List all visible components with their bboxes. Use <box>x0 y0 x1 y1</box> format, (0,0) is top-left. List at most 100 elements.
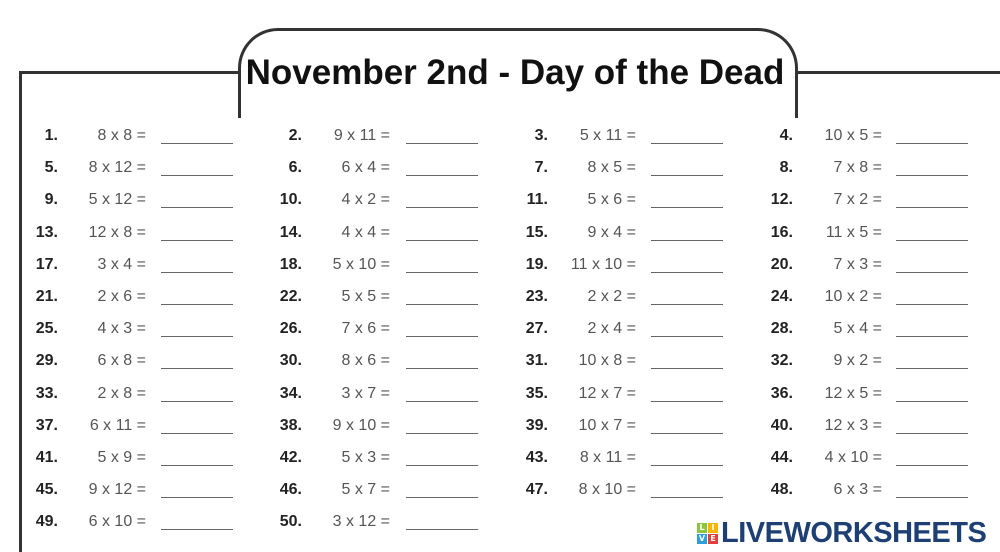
answer-input[interactable] <box>896 143 968 144</box>
problem-number: 50. <box>279 513 302 531</box>
problem-number: 20. <box>770 255 793 273</box>
worksheet-title: November 2nd - Day of the Dead <box>245 53 785 92</box>
problem-expression: 6 x 3 = <box>833 481 882 499</box>
answer-input[interactable] <box>161 368 233 370</box>
problem-number: 5. <box>44 159 58 177</box>
problem-expression: 5 x 11 = <box>579 127 636 144</box>
problem-number: 49. <box>35 513 58 531</box>
answer-input[interactable] <box>651 143 723 144</box>
answer-input[interactable] <box>651 271 723 273</box>
answer-input[interactable] <box>651 175 723 177</box>
problem-expression: 2 x 2 = <box>587 288 636 305</box>
answer-input[interactable] <box>161 143 233 144</box>
answer-input[interactable] <box>161 465 233 466</box>
answer-input[interactable] <box>406 400 478 402</box>
problem-expression: 5 x 10 = <box>332 255 390 273</box>
problem-expression: 3 x 4 = <box>97 255 146 273</box>
answer-input[interactable] <box>161 336 233 338</box>
answer-input[interactable] <box>406 529 478 531</box>
problem-number: 1. <box>44 127 58 144</box>
problem-expression: 4 x 10 = <box>824 449 882 466</box>
problem-number: 2. <box>288 127 302 144</box>
problem-number: 44. <box>770 449 793 466</box>
answer-input[interactable] <box>896 465 968 466</box>
problem-number: 23. <box>525 288 548 305</box>
answer-input[interactable] <box>161 271 233 273</box>
answer-input[interactable] <box>406 175 478 177</box>
logo-square: E <box>708 534 718 544</box>
problem-expression: 2 x 8 = <box>97 384 146 402</box>
answer-input[interactable] <box>896 336 968 338</box>
answer-input[interactable] <box>896 497 968 499</box>
answer-input[interactable] <box>161 497 233 499</box>
answer-input[interactable] <box>406 304 478 305</box>
problem-expression: 5 x 4 = <box>833 320 882 338</box>
title-banner-mask <box>244 95 792 125</box>
problem-number: 10. <box>279 191 302 209</box>
problem-expression: 8 x 12 = <box>88 159 146 177</box>
logo-text: LIVEWORKSHEETS <box>721 517 987 549</box>
answer-input[interactable] <box>406 271 478 273</box>
problem-number: 38. <box>279 416 302 434</box>
problem-expression: 8 x 10 = <box>578 481 636 499</box>
problem-number: 42. <box>279 449 302 466</box>
problem-number: 48. <box>770 481 793 499</box>
problem-number: 14. <box>279 223 302 241</box>
answer-input[interactable] <box>651 497 723 499</box>
logo-square: V <box>697 534 707 544</box>
answer-input[interactable] <box>896 239 968 241</box>
problem-expression: 9 x 2 = <box>833 352 882 370</box>
answer-input[interactable] <box>406 368 478 370</box>
problem-number: 18. <box>279 255 302 273</box>
answer-input[interactable] <box>896 175 968 177</box>
answer-input[interactable] <box>651 207 723 209</box>
answer-input[interactable] <box>161 529 233 531</box>
answer-input[interactable] <box>896 400 968 402</box>
problem-expression: 3 x 7 = <box>341 384 390 402</box>
problem-expression: 6 x 11 = <box>89 416 146 434</box>
answer-input[interactable] <box>161 175 233 177</box>
problem-expression: 4 x 2 = <box>341 191 390 209</box>
answer-input[interactable] <box>896 207 968 209</box>
answer-input[interactable] <box>651 432 723 434</box>
frame-border-top-left <box>20 71 240 74</box>
answer-input[interactable] <box>896 271 968 273</box>
answer-input[interactable] <box>161 207 233 209</box>
answer-input[interactable] <box>406 432 478 434</box>
answer-input[interactable] <box>651 336 723 338</box>
answer-input[interactable] <box>651 304 723 305</box>
problem-expression: 2 x 6 = <box>97 288 146 305</box>
answer-input[interactable] <box>406 465 478 466</box>
answer-input[interactable] <box>161 239 233 241</box>
answer-input[interactable] <box>896 304 968 305</box>
answer-input[interactable] <box>406 336 478 338</box>
problem-expression: 5 x 6 = <box>587 191 636 209</box>
problem-number: 39. <box>525 416 548 434</box>
answer-input[interactable] <box>161 304 233 305</box>
answer-input[interactable] <box>651 400 723 402</box>
problem-number: 22. <box>279 288 302 305</box>
problem-number: 7. <box>534 159 548 177</box>
answer-input[interactable] <box>651 239 723 241</box>
answer-input[interactable] <box>896 368 968 370</box>
answer-input[interactable] <box>651 368 723 370</box>
problem-expression: 3 x 12 = <box>332 513 390 531</box>
answer-input[interactable] <box>406 497 478 499</box>
problem-number: 33. <box>35 384 58 402</box>
answer-input[interactable] <box>161 400 233 402</box>
answer-input[interactable] <box>896 432 968 434</box>
problem-number: 34. <box>279 384 302 402</box>
problem-expression: 5 x 5 = <box>341 288 390 305</box>
problem-expression: 6 x 8 = <box>97 352 146 370</box>
problem-expression: 10 x 7 = <box>578 416 636 434</box>
answer-input[interactable] <box>161 432 233 434</box>
answer-input[interactable] <box>406 143 478 144</box>
answer-input[interactable] <box>406 207 478 209</box>
problem-expression: 10 x 5 = <box>824 127 882 144</box>
answer-input[interactable] <box>651 465 723 466</box>
answer-input[interactable] <box>406 239 478 241</box>
problem-number: 8. <box>779 159 793 177</box>
problem-number: 45. <box>35 481 58 499</box>
problem-expression: 7 x 6 = <box>341 320 390 338</box>
